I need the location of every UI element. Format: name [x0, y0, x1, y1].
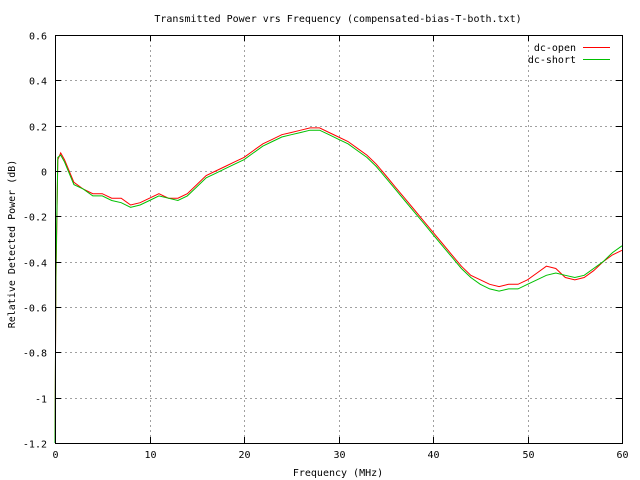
- x-tick-label: 10: [144, 450, 156, 461]
- y-tick-label: 0: [41, 168, 47, 179]
- legend-label: dc-short: [528, 55, 576, 66]
- grid: [55, 35, 622, 443]
- chart-title: Transmitted Power vrs Frequency (compens…: [154, 14, 521, 25]
- x-axis-label: Frequency (MHz): [293, 468, 383, 479]
- series-line-dc-open: [54, 127, 623, 444]
- x-tick-label: 20: [238, 450, 250, 461]
- x-tick-label: 60: [616, 450, 628, 461]
- x-tick-label: 0: [52, 450, 58, 461]
- y-tick-label: -0.2: [23, 213, 47, 224]
- series-layer: [54, 127, 623, 444]
- x-tick-label: 30: [333, 450, 345, 461]
- x-tick-label: 50: [522, 450, 534, 461]
- y-tick-label: 0.6: [29, 32, 47, 43]
- x-axis: 0 10 20 30 40 50 60: [52, 35, 629, 461]
- y-tick-label: -1.2: [23, 440, 47, 451]
- y-tick-label: 0.2: [29, 123, 47, 134]
- series-line-dc-short: [54, 129, 623, 444]
- x-tick-label: 40: [427, 450, 439, 461]
- y-tick-label: -1: [35, 395, 47, 406]
- y-tick-label: -0.4: [23, 259, 47, 270]
- y-axis-label: Relative Detected Power (dB): [7, 160, 18, 329]
- y-tick-label: 0.4: [29, 77, 47, 88]
- y-axis: -1.2 -1 -0.8 -0.6 -0.4 -0.2 0 0.2 0.4 0.6: [23, 32, 622, 451]
- y-tick-label: -0.6: [23, 304, 47, 315]
- y-tick-label: -0.8: [23, 349, 47, 360]
- legend-label: dc-open: [534, 43, 576, 54]
